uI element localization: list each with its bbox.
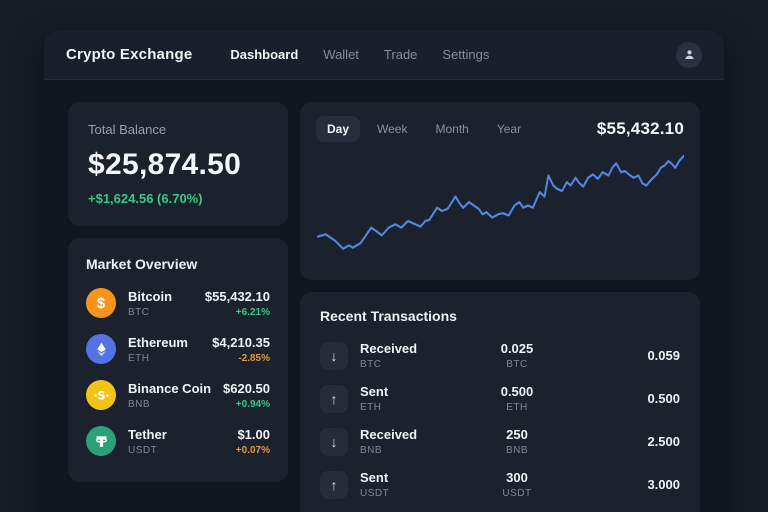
transaction-amount-symbol: BNB [505, 445, 529, 456]
transaction-row-received-btc[interactable]: ↓ Received BTC 0.025 BTC 0.059 [320, 334, 680, 377]
app-title: Crypto Exchange [66, 46, 193, 63]
arrow-up-icon: ↑ [320, 470, 348, 499]
recent-transactions-title: Recent Transactions [320, 308, 457, 324]
nav-settings[interactable]: Settings [442, 47, 490, 62]
coin-icon-usdt [86, 426, 116, 456]
transaction-type: Received [360, 427, 418, 442]
market-overview-title: Market Overview [86, 256, 198, 272]
app-window: Crypto Exchange Dashboard Wallet Trade Sett… [44, 30, 724, 512]
transaction-coin: BNB [360, 445, 383, 456]
chart-price: $55,432.10 [596, 119, 684, 138]
market-row-eth[interactable]: Ethereum ETH $4,210.35 -2.85% [86, 326, 270, 372]
avatar-button[interactable] [676, 41, 702, 68]
transaction-list: ↓ Received BTC 0.025 BTC 0.059 ↑ Sent ET… [320, 334, 680, 506]
market-list: $ Bitcoin BTC $55,432.10 +6.21% Ethereum… [86, 280, 270, 464]
transaction-coin: BTC [360, 359, 382, 370]
coin-name: Ethereum [128, 334, 188, 350]
coin-price: $1.00 [237, 426, 270, 442]
left-column: Total Balance $25,874.50 +$1,624.56 (6.7… [68, 102, 288, 482]
coin-price: $620.50 [223, 380, 270, 396]
transaction-coin: USDT [360, 488, 390, 499]
price-line [316, 154, 684, 250]
range-tab-year[interactable]: Year [486, 116, 532, 142]
market-row-usdt[interactable]: Tether USDT $1.00 +0.07% [86, 418, 270, 464]
transaction-value: 0.059 [647, 348, 680, 363]
total-balance-card: Total Balance $25,874.50 +$1,624.56 (6.7… [68, 102, 288, 226]
transaction-value: 2.500 [647, 434, 680, 449]
app-header: Crypto Exchange Dashboard Wallet Trade Sett… [44, 30, 724, 80]
range-tab-month[interactable]: Month [424, 116, 479, 142]
chart-range-tabs: Day Week Month Year [316, 116, 597, 142]
coin-icon-bnb: S [86, 380, 116, 410]
transaction-value: 3.000 [647, 477, 680, 492]
transaction-amount: 0.025 [500, 341, 534, 356]
total-balance-change: +$1,624.56 (6.70%) [88, 191, 203, 206]
chart-header: Day Week Month Year $55,432.10 [316, 116, 684, 142]
coin-change: +0.94% [235, 398, 270, 410]
transaction-amount-symbol: BTC [506, 359, 528, 370]
transaction-value: 0.500 [647, 391, 680, 406]
transaction-type: Sent [360, 470, 389, 485]
coin-price: $55,432.10 [204, 288, 270, 304]
range-tab-day[interactable]: Day [316, 116, 361, 142]
transaction-row-sent-eth[interactable]: ↑ Sent ETH 0.500 ETH 0.500 [320, 377, 680, 420]
arrow-down-icon: ↓ [320, 427, 348, 456]
coin-name: Bitcoin [128, 288, 173, 304]
coin-icon-btc: $ [86, 288, 116, 318]
total-balance-label: Total Balance [88, 122, 167, 137]
coin-symbol: USDT [128, 444, 158, 456]
coin-symbol: BTC [128, 306, 150, 318]
nav-trade[interactable]: Trade [383, 47, 418, 62]
market-row-btc[interactable]: $ Bitcoin BTC $55,432.10 +6.21% [86, 280, 270, 326]
nav-dashboard[interactable]: Dashboard [230, 47, 299, 62]
user-icon [684, 50, 694, 60]
price-chart-card: Day Week Month Year $55,432.10 [300, 102, 700, 280]
transaction-row-sent-usdt[interactable]: ↑ Sent USDT 300 USDT 3.000 [320, 463, 680, 506]
transaction-coin: ETH [360, 402, 382, 413]
arrow-up-icon: ↑ [320, 384, 348, 413]
transaction-amount: 0.500 [500, 384, 534, 399]
transaction-type: Received [360, 341, 418, 356]
market-overview-card: Market Overview $ Bitcoin BTC $55,432.10… [68, 238, 288, 482]
main-nav: Dashboard Wallet Trade Settings [230, 47, 676, 62]
arrow-down-icon: ↓ [320, 341, 348, 370]
transaction-amount: 300 [506, 470, 528, 485]
coin-symbol: BNB [128, 398, 151, 410]
chart-canvas [316, 154, 684, 250]
coin-price: $4,210.35 [212, 334, 270, 350]
coin-symbol: ETH [128, 352, 150, 364]
transaction-amount-symbol: ETH [506, 402, 528, 413]
dashboard-content: Total Balance $25,874.50 +$1,624.56 (6.7… [44, 80, 724, 512]
transaction-amount: 250 [506, 427, 528, 442]
market-row-bnb[interactable]: S Binance Coin BNB $620.50 +0.94% [86, 372, 270, 418]
recent-transactions-card: Recent Transactions ↓ Received BTC 0.025… [300, 292, 700, 512]
coin-change: +6.21% [235, 306, 270, 318]
transaction-amount-symbol: USDT [502, 488, 532, 499]
coin-change: +0.07% [235, 444, 270, 456]
transaction-row-received-bnb[interactable]: ↓ Received BNB 250 BNB 2.500 [320, 420, 680, 463]
coin-change: -2.85% [238, 352, 270, 364]
svg-text:S: S [97, 389, 105, 402]
total-balance-amount: $25,874.50 [88, 148, 242, 181]
nav-wallet[interactable]: Wallet [323, 47, 359, 62]
price-line-chart [316, 150, 684, 272]
coin-name: Binance Coin [128, 380, 212, 396]
coin-name: Tether [128, 426, 167, 442]
range-tab-week[interactable]: Week [366, 116, 418, 142]
transaction-type: Sent [360, 384, 389, 399]
right-column: Day Week Month Year $55,432.10 Recent Trans… [300, 102, 700, 512]
coin-icon-eth [86, 334, 116, 364]
